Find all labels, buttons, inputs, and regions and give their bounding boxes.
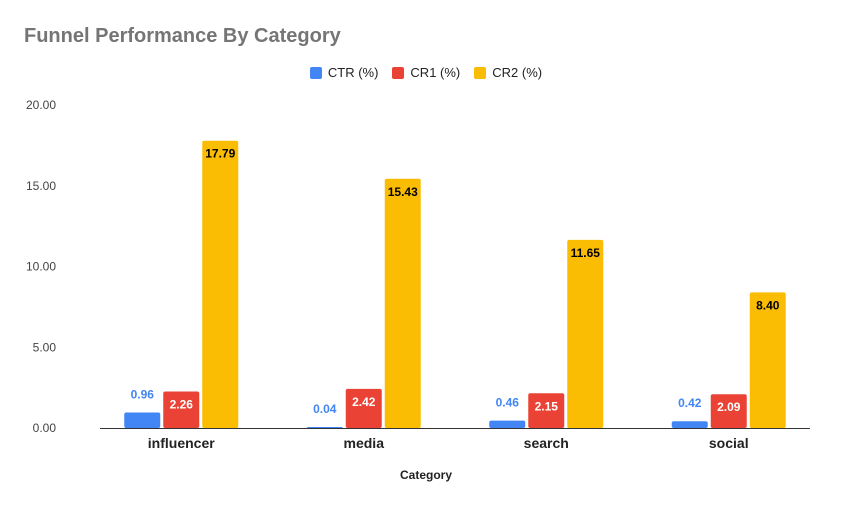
data-label: 2.42: [352, 395, 376, 409]
bar-influencer-cr2: [202, 140, 239, 428]
chart-title: Funnel Performance By Category: [24, 25, 341, 47]
data-label: 11.65: [571, 246, 601, 260]
y-tick-label: 20.00: [26, 98, 56, 112]
legend-label-cr2: CR2 (%): [492, 65, 543, 80]
legend-swatch-ctr: [309, 66, 322, 79]
bar-influencer-cr1: [163, 391, 200, 428]
data-label: 0.42: [678, 396, 702, 410]
bar-search-ctr: [489, 420, 526, 428]
data-label: 2.09: [717, 400, 741, 414]
bar-search-cr2: [567, 239, 604, 428]
y-tick-label: 0.00: [33, 421, 57, 435]
data-label: 0.46: [496, 396, 520, 410]
bar-social-ctr: [671, 421, 708, 428]
legend-swatch-cr2: [474, 66, 487, 79]
x-tick-label: influencer: [148, 435, 215, 451]
data-label: 17.79: [205, 147, 235, 161]
legend: CTR (%) CR1 (%) CR2 (%): [0, 65, 852, 80]
bar-media-ctr: [306, 427, 343, 428]
legend-label-ctr: CTR (%): [327, 65, 379, 80]
bar-search-cr1: [528, 393, 565, 428]
y-tick-label: 15.00: [26, 179, 56, 193]
bar-influencer-ctr: [124, 412, 161, 428]
y-tick-label: 10.00: [26, 260, 56, 274]
data-label: 0.04: [313, 402, 337, 416]
bar-social-cr2: [749, 292, 786, 428]
legend-swatch-cr1: [392, 66, 405, 79]
legend-item-cr2[interactable]: CR2 (%): [474, 65, 542, 80]
bar-media-cr2: [384, 178, 421, 428]
legend-item-cr1[interactable]: CR1 (%): [392, 65, 460, 80]
data-label: 2.26: [170, 398, 194, 412]
data-label: 2.15: [535, 399, 559, 413]
bar-social-cr1: [710, 394, 747, 428]
x-tick-label: search: [524, 435, 569, 451]
legend-item-ctr[interactable]: CTR (%): [309, 65, 379, 80]
bar-media-cr1: [345, 388, 382, 428]
data-label: 0.96: [131, 387, 155, 401]
data-label: 15.43: [388, 185, 418, 199]
x-tick-label: social: [709, 435, 749, 451]
x-axis-title: Category: [399, 468, 452, 482]
data-label: 8.40: [756, 298, 780, 312]
legend-label-cr1: CR1 (%): [410, 65, 461, 80]
y-tick-label: 5.00: [33, 340, 57, 354]
x-tick-label: media: [344, 435, 385, 451]
